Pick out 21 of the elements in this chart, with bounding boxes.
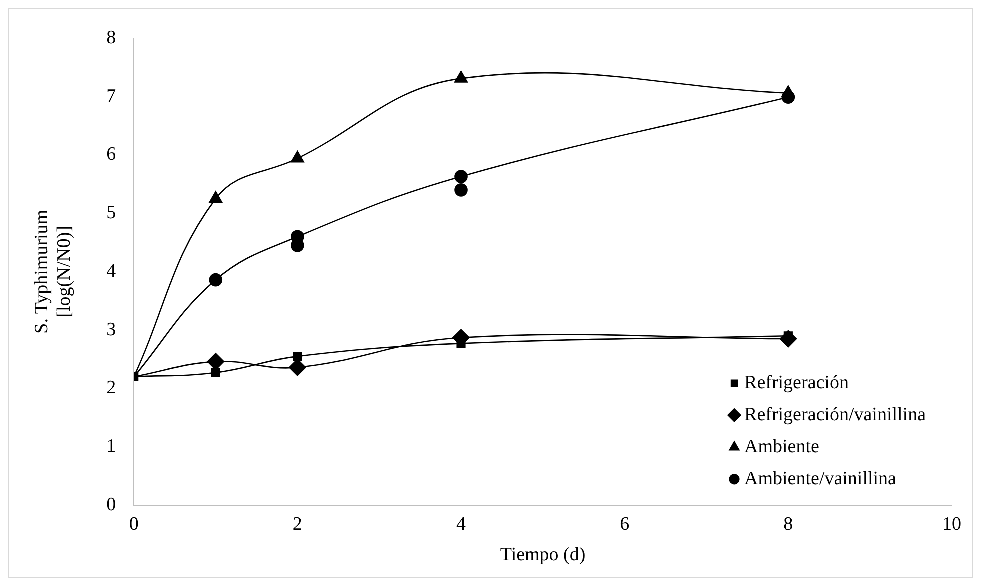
x-tick-label: 10 [942,514,962,535]
y-axis-title: S. Typhimurium [log(N/N0)] [31,210,76,334]
y-tick-label: 0 [106,494,116,516]
y-tick-label: 7 [106,86,116,107]
y-tick-label: 4 [106,260,117,282]
x-tick-label: 4 [456,514,467,535]
y-tick-label: 2 [106,378,116,399]
legend-label: Refrigeración [744,372,850,394]
x-tick-label: 0 [129,514,139,535]
legend-label: Refrigeración/vainillina [744,404,927,426]
x-tick-label: 2 [292,514,302,535]
y-tick-label: 3 [106,319,116,340]
legend-label: Ambiente [744,436,820,458]
y-tick-label: 8 [106,27,116,48]
y-tick-label: 1 [106,436,116,458]
legend-label: Ambiente/vainillina [744,468,898,490]
x-axis-title: Tiempo (d) [500,544,586,566]
y-tick-label: 5 [106,202,116,224]
y-tick-label: 6 [106,144,116,166]
x-tick-label: 8 [784,514,794,535]
x-tick-label: 6 [620,514,630,535]
